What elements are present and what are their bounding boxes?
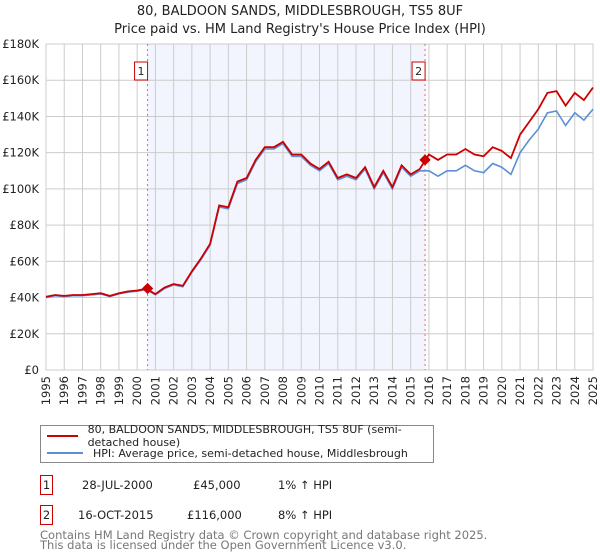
- legend-swatch-red: [47, 435, 78, 437]
- transaction-row: 2 16-OCT-2015 £116,000 8% ↑ HPI: [40, 505, 600, 527]
- x-tick-label: 2006: [240, 376, 254, 405]
- x-tick-label: 2016: [422, 376, 436, 405]
- x-tick-label: 2025: [586, 376, 600, 405]
- x-tick-label: 2020: [495, 376, 509, 405]
- x-tick-label: 1999: [112, 376, 126, 405]
- marker-label-box: [134, 61, 149, 81]
- x-tick-label: 2003: [185, 376, 199, 405]
- marker-label: 2: [415, 65, 422, 78]
- footer: Contains HM Land Registry data © Crown c…: [40, 528, 488, 552]
- price-chart: 1995 1996 1997 1998 1999 2000 2001 2002 2003 2004…: [2, 37, 600, 405]
- x-tick-label: 1996: [57, 376, 71, 405]
- y-tick-label: £140K: [2, 109, 39, 123]
- x-tick-label: 2014: [385, 376, 399, 405]
- x-tick-label: 2009: [294, 376, 308, 405]
- sale-point: [141, 282, 154, 295]
- x-tick-label: 1995: [39, 376, 53, 405]
- x-tick-label: 2017: [440, 376, 454, 405]
- x-tick-label: 2001: [148, 376, 162, 405]
- x-tick-label: 2013: [367, 376, 381, 405]
- transaction-hpi: 1% ↑ HPI: [278, 478, 333, 492]
- y-tick-label: £100K: [2, 182, 39, 196]
- x-tick-label: 2002: [167, 376, 181, 405]
- x-tick-label: 2004: [203, 376, 217, 405]
- x-tick-label: 2015: [404, 376, 418, 405]
- property-price-line: [45, 86, 594, 298]
- legend-swatch-blue: [47, 452, 83, 454]
- y-tick-label: £0: [24, 363, 39, 377]
- x-tick-label: 2021: [513, 376, 527, 405]
- legend-item-hpi: HPI: Average price, semi-detached house,…: [47, 446, 408, 460]
- x-tick-label: 1997: [75, 376, 89, 405]
- x-tick-label: 2022: [531, 376, 545, 405]
- chart-title: 80, BALDOON SANDS, MIDDLESBROUGH, TS5 8U…: [136, 4, 464, 19]
- x-tick-label: 2018: [458, 376, 472, 405]
- sale-point: [419, 154, 431, 166]
- transaction-hpi: 8% ↑ HPI: [278, 508, 333, 522]
- y-tick-label: £40K: [10, 291, 40, 305]
- y-tick-label: £80K: [10, 218, 40, 232]
- x-tick-label: 2005: [221, 376, 235, 405]
- marker-badge: 1: [40, 475, 53, 495]
- marker-badge: 2: [40, 505, 53, 525]
- y-tick-label: £120K: [2, 146, 39, 160]
- marker-label-box: [411, 61, 426, 81]
- y-tick-label: £180K: [2, 37, 39, 51]
- chart-subtitle: Price paid vs. HM Land Registry's House …: [114, 22, 486, 37]
- y-tick-label: £160K: [2, 73, 39, 87]
- shaded-period: [147, 44, 426, 370]
- plot-border: [45, 43, 594, 371]
- legend: 80, BALDOON SANDS, MIDDLESBROUGH, TS5 8U…: [40, 423, 434, 463]
- x-tick-label: 2023: [550, 376, 564, 405]
- x-tick-label: 2024: [568, 376, 582, 405]
- x-tick-label: 2019: [477, 376, 491, 405]
- x-tick-label: 2007: [258, 376, 272, 405]
- x-tick-label: 2010: [313, 376, 327, 405]
- x-tick-label: 2008: [276, 376, 290, 405]
- marker-label: 1: [138, 65, 145, 78]
- legend-label: HPI: Average price, semi-detached house,…: [93, 446, 408, 460]
- legend-item-property: 80, BALDOON SANDS, MIDDLESBROUGH, TS5 8U…: [47, 423, 433, 449]
- transaction-price: £116,000: [187, 508, 242, 522]
- x-tick-label: 1998: [94, 376, 108, 405]
- footer-line: Contains HM Land Registry data © Crown c…: [40, 528, 488, 542]
- transaction-date: 16-OCT-2015: [78, 508, 154, 522]
- y-tick-label: £20K: [10, 327, 40, 341]
- x-tick-label: 2000: [130, 376, 144, 405]
- legend-label: 80, BALDOON SANDS, MIDDLESBROUGH, TS5 8U…: [87, 423, 402, 449]
- x-tick-label: 2012: [349, 376, 363, 405]
- footer-line: This data is licensed under the Open Gov…: [40, 538, 407, 552]
- x-tick-label: 2011: [331, 376, 345, 405]
- y-tick-label: £60K: [10, 254, 40, 268]
- transaction-date: 28-JUL-2000: [82, 478, 153, 492]
- transaction-price: £45,000: [193, 478, 241, 492]
- transaction-row: 1 28-JUL-2000 £45,000 1% ↑ HPI: [40, 475, 600, 497]
